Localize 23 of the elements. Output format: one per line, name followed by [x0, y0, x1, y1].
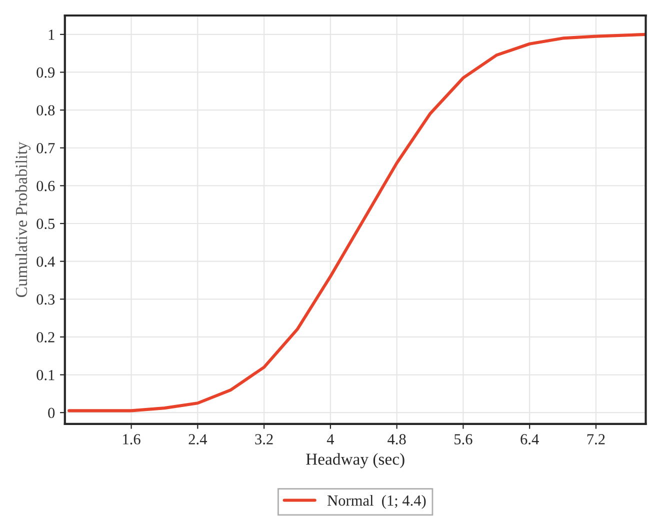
y-tick-label: 0.7	[36, 143, 55, 154]
y-tick-label: 0.2	[36, 332, 54, 342]
y-tick-label: 0.3	[36, 294, 55, 305]
y-tick-label: 0.9	[36, 67, 55, 78]
y-axis-title: Cumulative Probability	[15, 142, 31, 298]
y-tick-label: 0.5	[36, 218, 55, 230]
x-tick-label: 1.6	[123, 434, 140, 444]
y-tick-label: 0.1	[36, 370, 54, 380]
y-tick-label: 0	[48, 408, 55, 418]
x-tick-label: 2.4	[188, 434, 207, 444]
y-tick-label: 1	[48, 30, 54, 40]
y-tick-label: 0.8	[36, 105, 55, 116]
y-tick-label: 0.6	[36, 180, 55, 192]
x-tick-label: 7.2	[587, 434, 605, 444]
x-tick-label: 4.8	[388, 434, 406, 444]
x-tick-label: 3.2	[255, 434, 273, 444]
x-tick-label: 6.4	[520, 434, 539, 444]
legend-label: Normal (1; 4.4)	[328, 494, 426, 509]
x-tick-label: 5.6	[454, 434, 472, 444]
x-tick-label: 4	[326, 434, 334, 444]
y-tick-label: 0.4	[36, 256, 55, 267]
x-axis-title: Headway (sec)	[306, 453, 404, 468]
line-series	[68, 32, 646, 412]
